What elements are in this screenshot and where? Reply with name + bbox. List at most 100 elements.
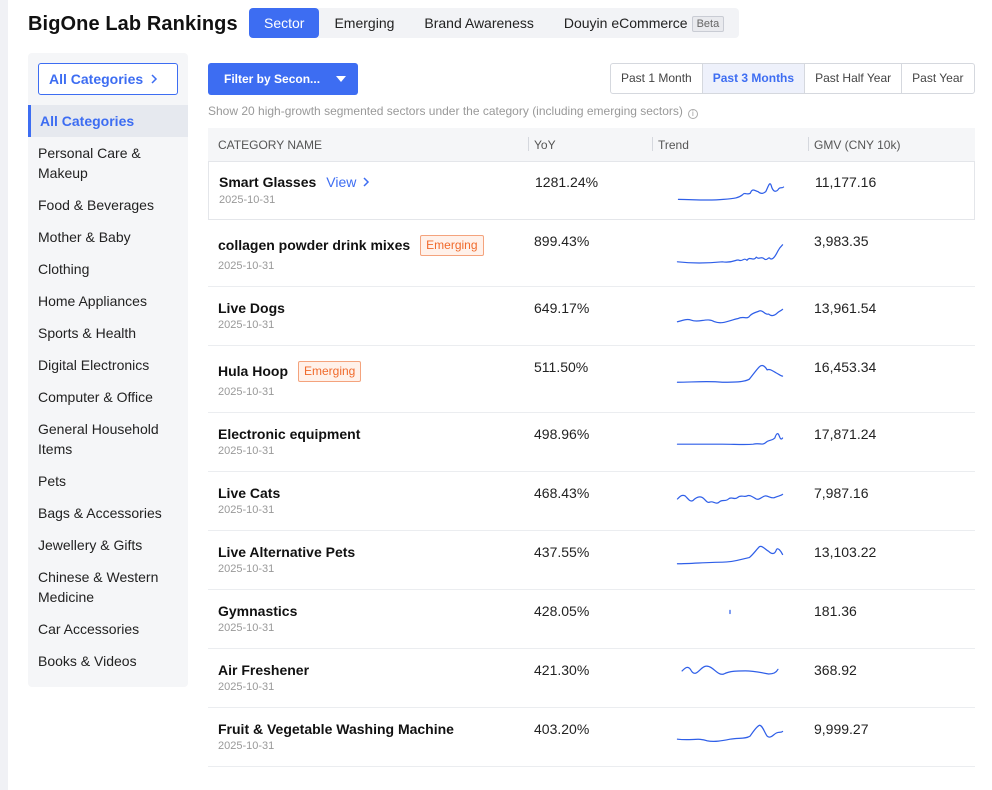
yoy-value: 421.30% — [534, 662, 590, 678]
left-edge-panel — [0, 0, 8, 790]
header: BigOne Lab Rankings — [28, 8, 238, 40]
gmv-value: 9,999.27 — [814, 721, 869, 737]
row-date: 2025-10-31 — [218, 260, 275, 272]
category-name: Live Alternative Pets — [218, 544, 355, 560]
sidebar-category-item[interactable]: Computer & Office — [38, 389, 153, 405]
sidebar-category-item[interactable]: Car Accessories — [38, 621, 140, 637]
sidebar-category-item[interactable]: Home Appliances — [38, 293, 147, 309]
period-selector: Past 1 Month Past 3 Months Past Half Yea… — [610, 63, 975, 94]
trend-sparkline — [676, 493, 784, 504]
yoy-value: 428.05% — [534, 603, 590, 619]
sidebar-category-item[interactable]: Bags & Accessories — [38, 505, 162, 521]
category-name: Gymnastics — [218, 603, 297, 619]
category-name-text: Live Dogs — [218, 300, 285, 316]
table-body: Smart Glasses View 2025-10-31 1281.24% 11,17… — [208, 161, 975, 767]
info-icon[interactable]: i — [687, 109, 698, 119]
table-row[interactable]: collagen powder drink mixes Emerging 2025-… — [208, 220, 975, 287]
trend-sparkline — [676, 364, 784, 383]
sidebar-category-item[interactable]: Mother & Baby — [38, 229, 131, 245]
sidebar-category-item[interactable]: Food & Beverages — [38, 197, 154, 213]
category-name: Electronic equipment — [218, 426, 360, 442]
table-row[interactable]: Live Cats 2025-10-31 468.43% 7,987.16 — [208, 472, 975, 531]
sidebar-category-item[interactable]: Books & Videos — [38, 653, 137, 669]
gmv-value: 181.36 — [814, 603, 857, 619]
table-row[interactable]: Air Freshener 2025-10-31 421.30% 368.92 — [208, 649, 975, 708]
category-name-text: Smart Glasses — [219, 174, 317, 190]
table-header: CATEGORY NAME YoY Trend GMV (CNY 10k) — [208, 128, 975, 161]
category-name-text: Gymnastics — [218, 603, 298, 619]
trend-sparkline — [676, 724, 784, 742]
table-row[interactable]: Live Dogs 2025-10-31 649.17% 13,961.54 — [208, 287, 975, 346]
period-past-half-year[interactable]: Past Half Year — [805, 64, 903, 93]
table-description: Show 20 high-growth segmented sectors un… — [208, 104, 698, 119]
emerging-badge: Emerging — [420, 235, 484, 256]
row-date: 2025-10-31 — [218, 504, 275, 516]
row-date: 2025-10-31 — [218, 386, 275, 398]
sidebar-category-item[interactable]: All Categories — [28, 105, 188, 137]
trend-sparkline — [676, 545, 784, 565]
trend-line — [681, 665, 779, 675]
category-name: Live Dogs — [218, 300, 285, 316]
trend-line — [676, 493, 784, 504]
row-date: 2025-10-31 — [218, 681, 275, 693]
yoy-value: 1281.24% — [535, 174, 599, 190]
category-name: Live Cats — [218, 485, 280, 501]
sidebar-category-item[interactable]: General Household Items — [38, 421, 159, 457]
table-row[interactable]: Live Alternative Pets 2025-10-31 437.55% 13… — [208, 531, 975, 590]
all-categories-label: All Categories — [49, 71, 144, 87]
tab-sector[interactable]: Sector — [249, 8, 320, 38]
tab-douyin-ecommerce[interactable]: Douyin eCommerce Beta — [549, 8, 739, 38]
category-name: Smart Glasses View — [219, 174, 370, 190]
table-row[interactable]: Smart Glasses View 2025-10-31 1281.24% 11,17… — [208, 161, 975, 220]
sidebar-category-item[interactable]: Digital Electronics — [38, 357, 150, 373]
header-divider — [808, 137, 809, 151]
sidebar-category-item[interactable]: Pets — [38, 473, 67, 489]
yoy-value: 403.20% — [534, 721, 590, 737]
trend-sparkline — [676, 244, 784, 264]
sidebar-category-item[interactable]: Chinese & Western Medicine — [38, 569, 159, 605]
table-description-text: Show 20 high-growth segmented sectors un… — [208, 104, 683, 118]
table-row[interactable]: Hula Hoop Emerging 2025-10-31 511.50% 16,453… — [208, 346, 975, 413]
period-past-year[interactable]: Past Year — [912, 71, 964, 85]
period-past-3-months[interactable]: Past 3 Months — [702, 64, 806, 93]
yoy-value: 468.43% — [534, 485, 590, 501]
sidebar-category-item[interactable]: Sports & Health — [38, 325, 137, 341]
tab-brand-awareness[interactable]: Brand Awareness — [424, 15, 534, 31]
sidebar-category-item[interactable]: Personal Care & Makeup — [38, 145, 141, 181]
beta-badge: Beta — [691, 16, 725, 32]
category-name-text: collagen powder drink mixes — [218, 237, 411, 253]
header-divider — [652, 137, 653, 151]
category-sidebar: All Categories All Categories Personal Ca… — [28, 53, 188, 687]
category-name-text: Live Cats — [218, 485, 281, 501]
gmv-value: 13,961.54 — [814, 300, 877, 316]
row-date: 2025-10-31 — [218, 740, 275, 752]
yoy-value: 498.96% — [534, 426, 590, 442]
sidebar-category-item[interactable]: Jewellery & Gifts — [38, 537, 143, 553]
category-name-text: Electronic equipment — [218, 426, 361, 442]
trend-sparkline — [676, 433, 784, 446]
emerging-badge: Emerging — [298, 361, 362, 382]
trend-line — [676, 545, 784, 565]
table-row[interactable]: Electronic equipment 2025-10-31 498.96% 17,… — [208, 413, 975, 472]
sidebar-category-item[interactable]: Clothing — [38, 261, 90, 277]
table-row[interactable]: Gymnastics 2025-10-31 428.05% 181.36 — [208, 590, 975, 649]
trend-line — [676, 244, 784, 264]
period-past-1-month[interactable]: Past 1 Month — [611, 64, 703, 93]
trend-line — [676, 364, 784, 383]
gmv-value: 7,987.16 — [814, 485, 869, 501]
row-date: 2025-10-31 — [219, 194, 276, 206]
ranking-table: CATEGORY NAME YoY Trend GMV (CNY 10k) Sm… — [208, 128, 975, 767]
gmv-value: 13,103.22 — [814, 544, 877, 560]
tab-emerging[interactable]: Emerging — [334, 15, 395, 31]
all-categories-button[interactable]: All Categories — [38, 63, 178, 95]
category-name-text: Air Freshener — [218, 662, 310, 678]
yoy-value: 899.43% — [534, 233, 590, 249]
row-date: 2025-10-31 — [218, 319, 275, 331]
trend-sparkline — [681, 665, 779, 675]
filter-label: Filter by Secon... — [224, 72, 321, 86]
filter-secondary-category-dropdown[interactable]: Filter by Secon... — [208, 63, 358, 95]
chevron-right-icon — [151, 74, 158, 84]
yoy-value: 437.55% — [534, 544, 590, 560]
view-link[interactable]: View — [326, 174, 370, 190]
table-row[interactable]: Fruit & Vegetable Washing Machine 2025-10… — [208, 708, 975, 767]
